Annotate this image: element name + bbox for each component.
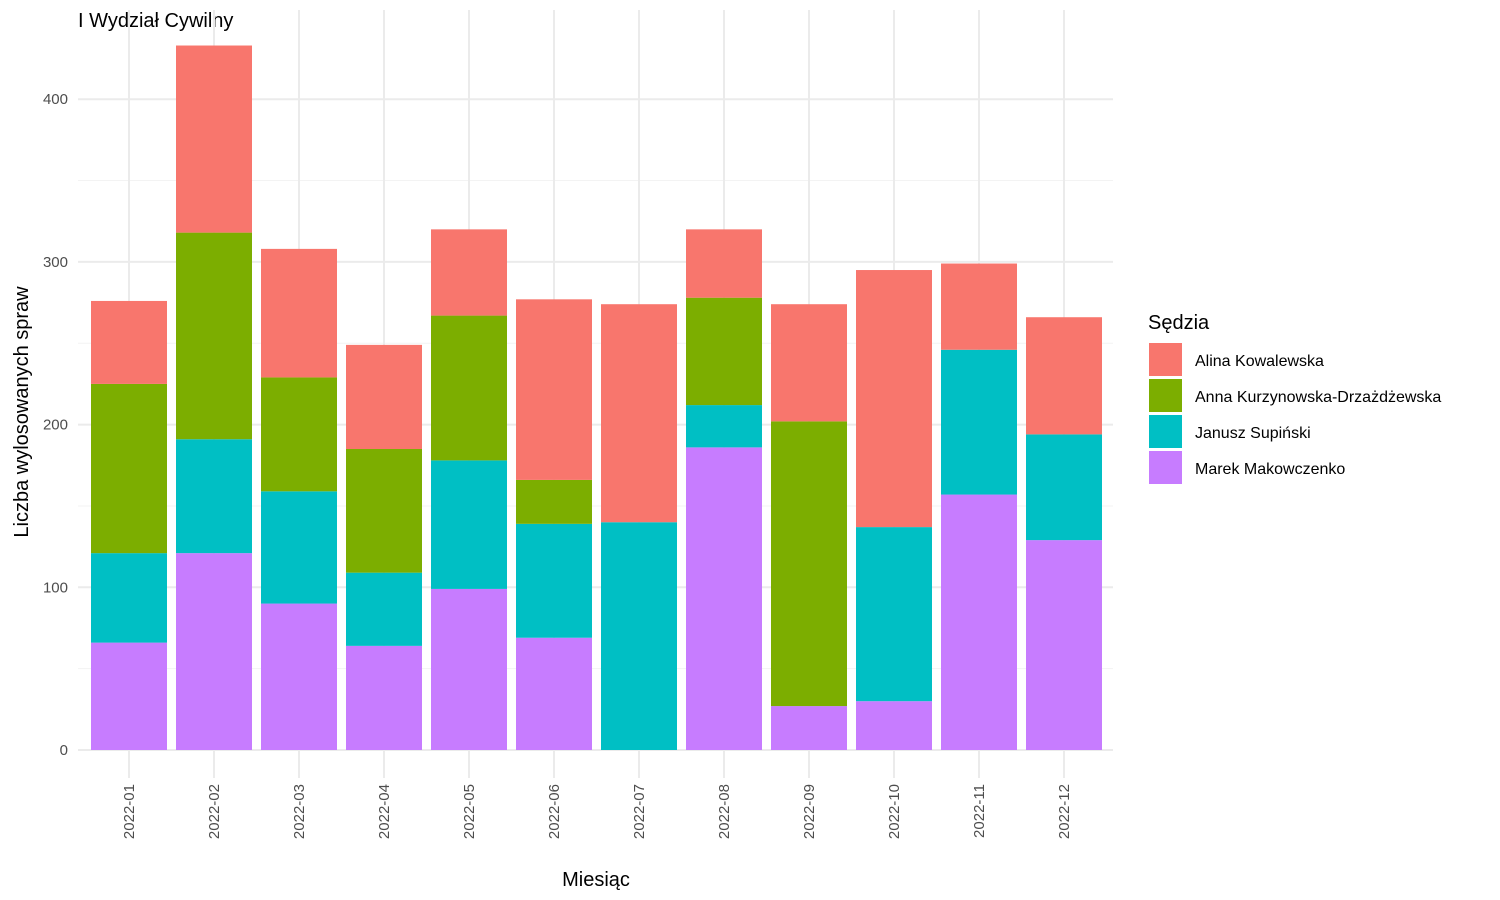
x-axis-ticks: 2022-01 2022-02 2022-03 2022-04 2022-05 2022-… — [121, 784, 1073, 839]
bar-segment — [1026, 317, 1102, 435]
bar-segment — [771, 304, 847, 422]
bar-segment — [1026, 540, 1102, 750]
x-tick-label: 2022-01 — [121, 784, 138, 839]
y-tick-label: 300 — [43, 254, 68, 271]
bar-segment — [771, 421, 847, 707]
bar-segment — [176, 45, 252, 233]
bar-segment — [941, 494, 1017, 750]
y-axis-ticks: 0 100 200 300 400 — [43, 91, 68, 759]
bar-segment — [856, 527, 932, 702]
x-tick-label: 2022-12 — [1056, 784, 1073, 839]
legend-label: Marek Makowczenko — [1195, 461, 1345, 478]
legend-swatch — [1149, 415, 1182, 448]
x-tick-label: 2022-05 — [461, 784, 478, 839]
bar-segment — [346, 645, 422, 750]
bar-segment — [941, 263, 1017, 350]
bar-segment — [771, 706, 847, 750]
bar-segment — [516, 299, 592, 480]
x-tick-label: 2022-03 — [291, 784, 308, 839]
bar-segment — [601, 304, 677, 523]
legend-swatch — [1149, 379, 1182, 412]
bar-segment — [91, 642, 167, 750]
plot-title: I Wydział Cywilny — [78, 10, 233, 32]
bar-segment — [91, 553, 167, 643]
bar-segment — [601, 522, 677, 750]
x-tick-label: 2022-04 — [376, 784, 393, 839]
x-tick-label: 2022-09 — [801, 784, 818, 839]
bar-segment — [176, 553, 252, 750]
bars — [91, 45, 1102, 750]
bar-segment — [686, 297, 762, 406]
x-tick-label: 2022-10 — [886, 784, 903, 839]
legend-label: Anna Kurzynowska-Drzażdżewska — [1195, 389, 1441, 406]
bar-segment — [261, 603, 337, 750]
bar-segment — [176, 439, 252, 554]
legend-label: Alina Kowalewska — [1195, 353, 1324, 370]
bar-segment — [431, 588, 507, 750]
x-tick-label: 2022-11 — [971, 784, 988, 838]
bar-segment — [686, 405, 762, 448]
y-tick-label: 100 — [43, 579, 68, 596]
x-axis-title: Miesiąc — [562, 869, 630, 891]
bar-segment — [431, 460, 507, 589]
bar-segment — [346, 449, 422, 573]
bar-segment — [346, 572, 422, 646]
y-tick-label: 0 — [60, 742, 68, 759]
bar-segment — [176, 232, 252, 440]
bar-segment — [941, 349, 1017, 495]
legend-swatch — [1149, 343, 1182, 376]
legend: Sędzia Alina Kowalewska Anna Kurzynowska-… — [1148, 312, 1441, 484]
bar-segment — [1026, 434, 1102, 541]
x-tick-label: 2022-07 — [631, 784, 648, 839]
x-tick-label: 2022-06 — [546, 784, 563, 839]
bar-segment — [346, 344, 422, 450]
y-tick-label: 400 — [43, 91, 68, 108]
bar-segment — [856, 701, 932, 750]
legend-title: Sędzia — [1148, 312, 1210, 334]
bar-segment — [686, 447, 762, 750]
legend-swatch — [1149, 451, 1182, 484]
x-tick-label: 2022-08 — [716, 784, 733, 839]
bar-segment — [261, 491, 337, 604]
bar-segment — [91, 300, 167, 384]
bar-segment — [856, 270, 932, 528]
bar-segment — [91, 383, 167, 554]
bar-segment — [516, 523, 592, 638]
y-tick-label: 200 — [43, 417, 68, 434]
y-axis-title: Liczba wylosowanych spraw — [11, 286, 33, 538]
bar-segment — [431, 315, 507, 461]
x-tick-label: 2022-02 — [206, 784, 223, 839]
bar-segment — [516, 479, 592, 524]
bar-segment — [516, 637, 592, 750]
bar-segment — [261, 248, 337, 378]
bar-segment — [686, 229, 762, 298]
bar-segment — [261, 377, 337, 492]
bar-segment — [431, 229, 507, 316]
legend-label: Janusz Supiński — [1195, 425, 1311, 442]
